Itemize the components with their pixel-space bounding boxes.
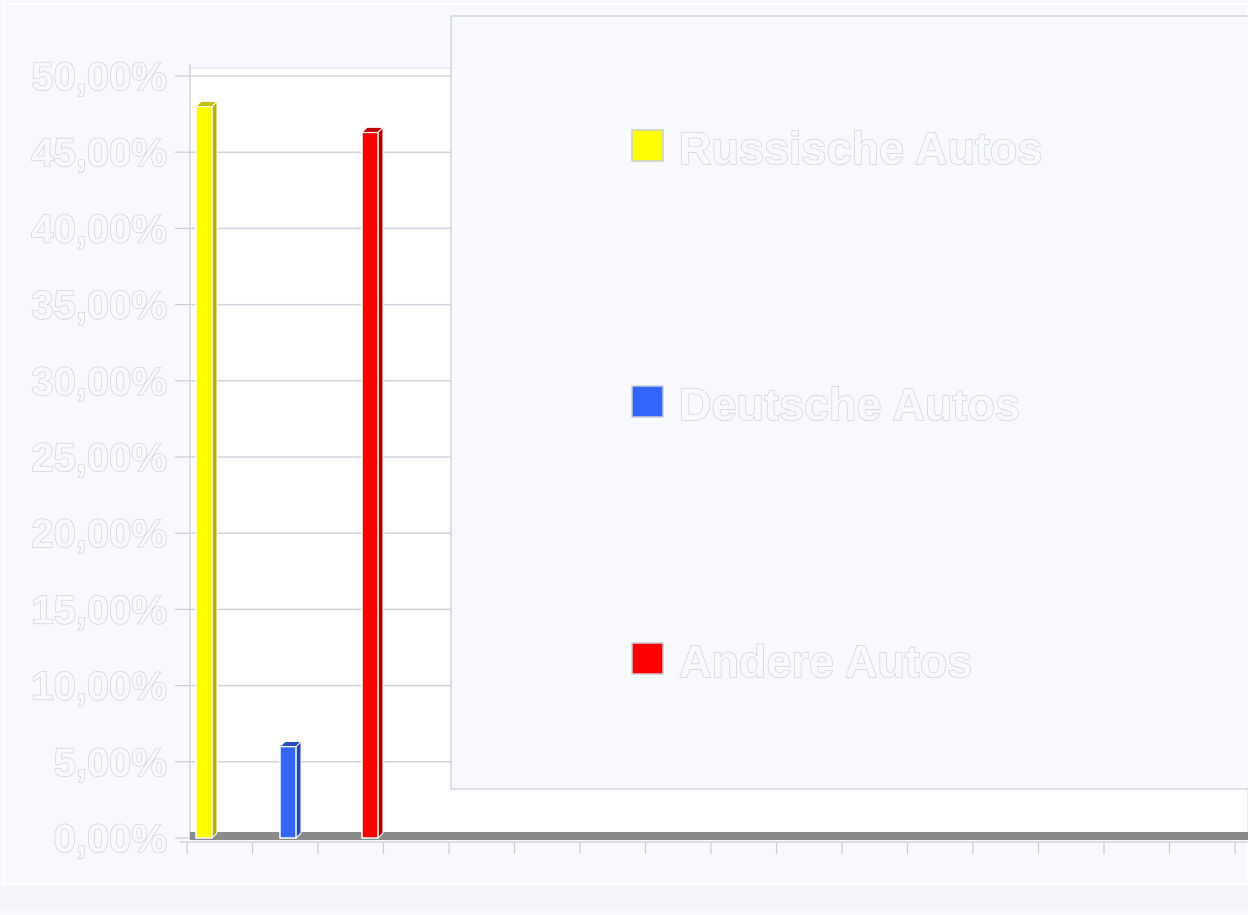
legend-label: Deutsche Autos: [679, 379, 1020, 430]
bar-front: [279, 745, 297, 839]
y-axis: 0,00% 5,00% 10,00% 15,00% 20,00% 25,00% 30,00%…: [31, 54, 191, 862]
legend-swatch: [631, 385, 664, 418]
y-tick-label: 40,00%: [31, 207, 167, 251]
legend-label: Russische Autos: [679, 123, 1042, 174]
bars: [194, 100, 385, 840]
y-tick-label: 45,00%: [31, 131, 167, 175]
y-tick-label: 10,00%: [31, 665, 167, 709]
bar-deutsche-autos: [278, 740, 303, 840]
bottom-strip: [0, 886, 1248, 910]
bar-top: [194, 100, 219, 107]
bar-russische-autos: [194, 100, 219, 840]
bar-andere-autos: [360, 126, 385, 840]
y-tick-label: 0,00%: [54, 817, 167, 861]
legend-swatch: [631, 129, 664, 162]
y-tick-label: 30,00%: [31, 360, 167, 404]
legend-swatch: [631, 642, 664, 675]
bar-top: [360, 126, 385, 133]
bar-front: [361, 131, 379, 839]
legend-label: Andere Autos: [679, 636, 972, 687]
chart-floor: [190, 832, 1248, 840]
y-tick-label: 20,00%: [31, 512, 167, 556]
x-axis: [180, 832, 1248, 854]
legend-item: Andere Autos: [631, 635, 973, 688]
y-tick-label: 5,00%: [54, 741, 167, 785]
legend: Russische Autos Deutsche Autos Andere Auto…: [450, 15, 1248, 790]
legend-item: Russische Autos: [631, 122, 1043, 175]
y-tick-label: 35,00%: [31, 284, 167, 328]
y-tick-label: 15,00%: [31, 588, 167, 632]
bar-top: [278, 741, 303, 748]
bar-front: [195, 105, 213, 839]
y-tick-label: 50,00%: [31, 55, 167, 99]
y-tick-label: 25,00%: [31, 436, 167, 480]
legend-item: Deutsche Autos: [631, 378, 1020, 431]
legend-box: [450, 15, 1248, 790]
